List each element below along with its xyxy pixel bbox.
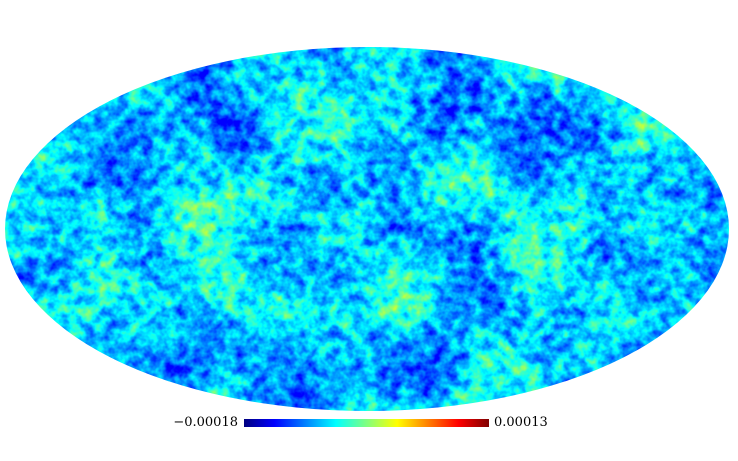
colorbar-gradient <box>244 419 489 427</box>
colorbar-min-label: −0.00018 <box>173 415 238 430</box>
colorbar-max-label: 0.00013 <box>494 415 548 430</box>
map-ellipse <box>5 47 729 411</box>
colorbar: −0.00018 0.00013 <box>0 413 738 435</box>
